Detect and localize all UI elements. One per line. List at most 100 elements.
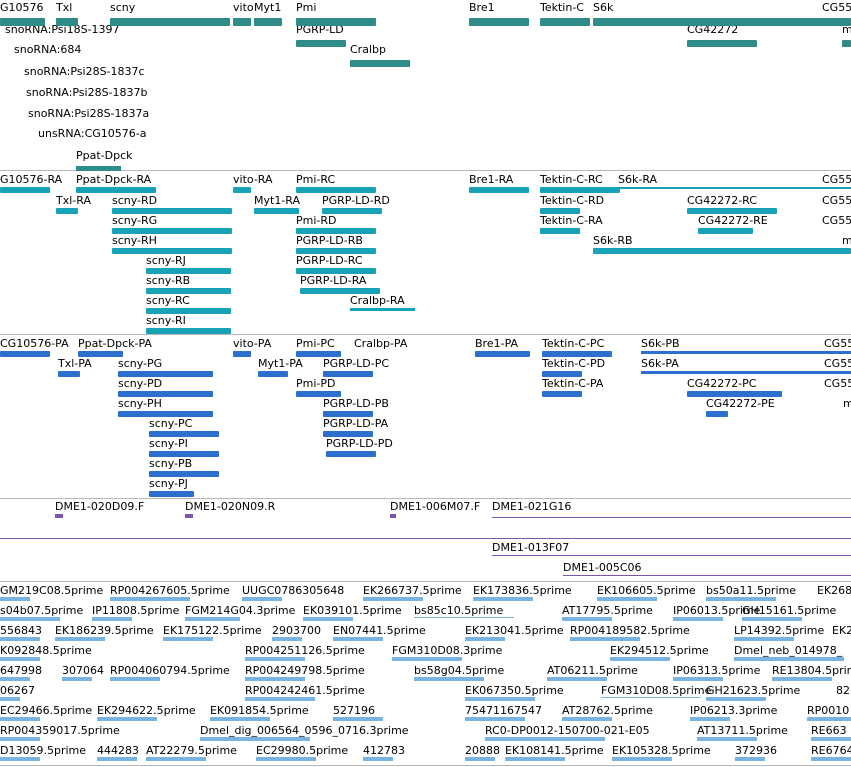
transcripts-feature-label[interactable]: scny-RI (146, 314, 186, 327)
ests-feature-glyph[interactable] (333, 717, 383, 721)
genes-feature-glyph[interactable] (350, 60, 410, 67)
cds-feature-label[interactable]: Myt1-PA (258, 357, 303, 370)
transcripts-feature-label[interactable]: scny-RC (146, 294, 190, 307)
clones-feature-glyph[interactable] (185, 514, 193, 518)
cds-feature-label[interactable]: m (843, 397, 851, 410)
genes-feature-label[interactable]: unsRNA:CG10576-a (38, 127, 147, 140)
transcripts-feature-glyph[interactable] (146, 288, 231, 294)
cds-feature-glyph[interactable] (323, 411, 373, 417)
ests-feature-glyph[interactable] (245, 697, 315, 701)
ests-feature-label[interactable]: FGM214G04.3prime (185, 604, 296, 617)
ests-feature-glyph[interactable] (363, 757, 393, 761)
ests-feature-label[interactable]: RP004189582.5prime (570, 624, 690, 637)
transcripts-feature-glyph[interactable] (112, 228, 232, 234)
genes-feature-label[interactable]: Tektin-C (540, 1, 584, 14)
ests-feature-glyph[interactable] (601, 697, 701, 698)
ests-feature-label[interactable]: RE663 (811, 724, 847, 737)
ests-feature-label[interactable]: bs58g04.5prime (414, 664, 505, 677)
genes-feature-glyph[interactable] (842, 40, 851, 47)
transcripts-feature-label[interactable]: CG55 (822, 194, 851, 207)
cds-feature-glyph[interactable] (78, 351, 123, 357)
transcripts-feature-glyph[interactable] (540, 208, 580, 214)
ests-feature-glyph[interactable] (272, 637, 302, 641)
cds-feature-label[interactable]: Pmi-PD (296, 377, 336, 390)
cds-feature-label[interactable]: Txl-PA (58, 357, 92, 370)
ests-feature-label[interactable]: IP11808.5prime (92, 604, 180, 617)
ests-feature-glyph[interactable] (0, 717, 40, 721)
ests-feature-label[interactable]: EK108141.5prime (505, 744, 604, 757)
ests-feature-label[interactable]: 75471167547 (465, 704, 542, 717)
ests-feature-label[interactable]: 2903700 (272, 624, 321, 637)
ests-feature-label[interactable]: 647998 (0, 664, 42, 677)
ests-feature-label[interactable]: EK091854.5prime (210, 704, 309, 717)
clones-feature-label[interactable]: DME1-006M07.F (390, 500, 481, 513)
transcripts-feature-label[interactable]: CG42272-RC (687, 194, 757, 207)
transcripts-feature-label[interactable]: m (842, 234, 851, 247)
ests-feature-glyph[interactable] (0, 637, 40, 641)
ests-feature-label[interactable]: Dmel_neb_014978_ (734, 644, 843, 657)
ests-feature-label[interactable]: FGM310D08.3prime (392, 644, 503, 657)
transcripts-feature-glyph[interactable] (698, 228, 753, 234)
genes-feature-label[interactable]: snoRNA:Psi28S-1837a (28, 107, 150, 120)
ests-feature-label[interactable]: LP14392.5prime (734, 624, 825, 637)
transcripts-feature-label[interactable]: Txl-RA (56, 194, 91, 207)
genes-feature-glyph[interactable] (593, 18, 851, 26)
transcripts-feature-label[interactable]: scny-RH (112, 234, 157, 247)
ests-feature-label[interactable]: RP0010 (807, 704, 850, 717)
cds-feature-label[interactable]: S6k-PA (641, 357, 679, 370)
transcripts-feature-glyph[interactable] (618, 187, 851, 189)
transcripts-feature-glyph[interactable] (146, 328, 231, 334)
ests-feature-glyph[interactable] (0, 757, 40, 761)
genes-feature-label[interactable]: PGRP-LD (296, 23, 344, 36)
genes-feature-glyph[interactable] (56, 18, 78, 26)
genes-feature-label[interactable]: snoRNA:Psi28S-1837b (26, 86, 148, 99)
ests-feature-label[interactable]: bs85c10.5prime (414, 604, 504, 617)
clones-feature-label[interactable]: DME1-021G16 (492, 500, 572, 513)
ests-feature-glyph[interactable] (110, 677, 160, 681)
transcripts-feature-label[interactable]: Bre1-RA (469, 173, 514, 186)
ests-feature-glyph[interactable] (185, 617, 240, 621)
ests-feature-label[interactable]: EN07441.5prime (333, 624, 426, 637)
ests-feature-label[interactable]: 307064 (62, 664, 104, 677)
cds-feature-glyph[interactable] (233, 351, 251, 357)
cds-feature-glyph[interactable] (326, 451, 376, 457)
ests-feature-label[interactable]: 06267 (0, 684, 35, 697)
transcripts-feature-label[interactable]: Pmi-RD (296, 214, 337, 227)
ests-feature-label[interactable]: EK039101.5prime (303, 604, 402, 617)
ests-feature-label[interactable]: EK173836.5prime (473, 584, 572, 597)
transcripts-feature-glyph[interactable] (254, 208, 299, 214)
ests-feature-label[interactable]: EC29466.5prime (0, 704, 93, 717)
ests-feature-label[interactable]: RP004267605.5prime (110, 584, 230, 597)
ests-feature-label[interactable]: RP004060794.5prime (110, 664, 230, 677)
cds-feature-glyph[interactable] (475, 351, 530, 357)
genes-feature-glyph[interactable] (0, 18, 45, 26)
ests-feature-glyph[interactable] (673, 617, 723, 621)
transcripts-feature-label[interactable]: Myt1-RA (254, 194, 301, 207)
genes-feature-label[interactable]: CG42272 (687, 23, 739, 36)
clones-feature-glyph[interactable] (55, 514, 63, 518)
cds-feature-label[interactable]: Pmi-PC (296, 337, 335, 350)
cds-feature-label[interactable]: PGRP-LD-PC (323, 357, 390, 370)
ests-feature-glyph[interactable] (465, 757, 495, 761)
ests-feature-label[interactable]: GH21623.5prime (706, 684, 801, 697)
cds-feature-glyph[interactable] (323, 431, 373, 437)
ests-feature-glyph[interactable] (163, 637, 213, 641)
transcripts-feature-glyph[interactable] (233, 187, 251, 193)
ests-feature-glyph[interactable] (210, 717, 270, 721)
ests-feature-label[interactable]: bs50a11.5prime (706, 584, 796, 597)
genes-feature-glyph[interactable] (296, 40, 346, 47)
ests-feature-glyph[interactable] (570, 637, 640, 641)
cds-feature-label[interactable]: Bre1-PA (475, 337, 519, 350)
transcripts-feature-label[interactable]: S6k-RA (618, 173, 658, 186)
genes-feature-glyph[interactable] (469, 18, 529, 26)
genes-feature-glyph[interactable] (687, 40, 757, 47)
ests-feature-glyph[interactable] (772, 677, 832, 681)
transcripts-feature-label[interactable]: S6k-RB (593, 234, 633, 247)
clones-feature-label[interactable]: DME1-020D09.F (55, 500, 145, 513)
ests-feature-glyph[interactable] (392, 657, 462, 661)
ests-feature-label[interactable]: EK294622.5prime (97, 704, 196, 717)
ests-feature-label[interactable]: EK2 (832, 624, 851, 637)
ests-feature-glyph[interactable] (0, 597, 30, 601)
cds-feature-label[interactable]: Cralbp-PA (354, 337, 408, 350)
ests-feature-glyph[interactable] (0, 677, 30, 681)
